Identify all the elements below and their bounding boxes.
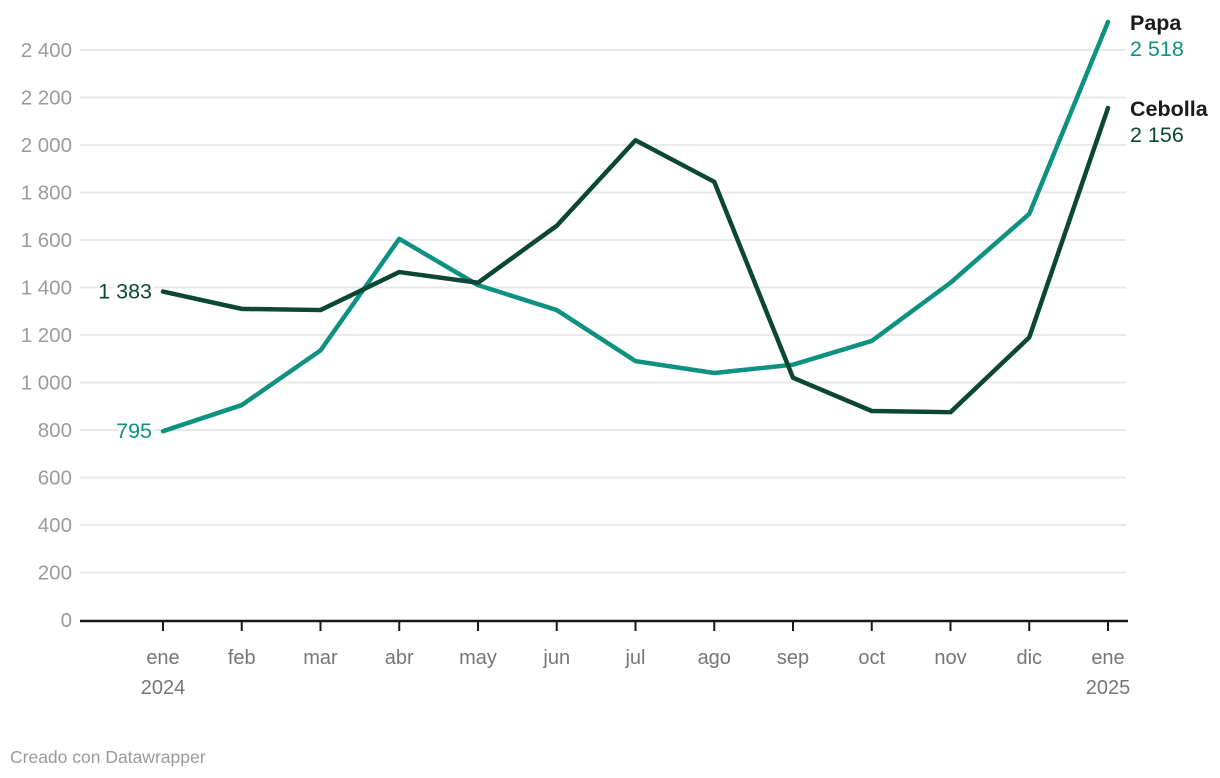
x-year-label: 2025 [1086, 677, 1131, 699]
y-tick-label: 2 000 [21, 134, 72, 157]
cebolla-end-value-label: 2 156 [1130, 123, 1184, 147]
x-tick-label: jul [624, 647, 645, 669]
papa-end-value-label: 2 518 [1130, 37, 1184, 61]
chart-footer: Creado con Datawrapper [10, 747, 1220, 767]
y-gridlines [80, 49, 1126, 574]
y-tick-label: 800 [38, 419, 72, 442]
line-chart: 0 200 400 600 800 1 000 1 200 1 400 1 600 1 800 2 … [21, 11, 1209, 699]
y-tick-label: 400 [38, 514, 72, 537]
cebolla-series-name-label: Cebolla [1130, 97, 1209, 121]
x-tick-label: ene [1091, 647, 1124, 669]
cebolla-start-value-label: 1 383 [98, 280, 152, 304]
y-tick-label: 1 400 [21, 277, 72, 300]
x-tick-label: ago [698, 647, 731, 669]
x-tick-label: mar [303, 647, 338, 669]
y-tick-label: 2 400 [21, 39, 72, 62]
x-tick-label: oct [858, 647, 885, 669]
x-tick-label: jun [542, 647, 570, 669]
x-tick-label: may [459, 647, 497, 669]
y-tick-label: 2 200 [21, 87, 72, 110]
y-tick-label: 1 000 [21, 372, 72, 395]
x-tick-label: ene [146, 647, 179, 669]
y-tick-label: 1 200 [21, 324, 72, 347]
papa-line [160, 19, 1111, 434]
papa-series-name-label: Papa [1130, 11, 1182, 35]
x-year-label: 2024 [141, 677, 186, 699]
y-tick-label: 1 600 [21, 229, 72, 252]
x-tick-label: dic [1016, 647, 1042, 669]
y-tick-label: 0 [61, 609, 72, 632]
y-tick-label: 600 [38, 467, 72, 490]
cebolla-line [160, 105, 1111, 415]
y-axis-labels: 0 200 400 600 800 1 000 1 200 1 400 1 600 1 800 2 … [21, 39, 72, 632]
x-tick-label: feb [228, 647, 256, 669]
x-axis-ticks [162, 622, 1109, 631]
y-tick-label: 1 800 [21, 182, 72, 205]
x-axis-labels: ene feb mar abr may jun jul ago sep oct nov dic ene 2… [141, 647, 1131, 699]
x-tick-label: abr [385, 647, 414, 669]
papa-start-value-label: 795 [116, 419, 152, 443]
x-tick-label: nov [934, 647, 966, 669]
datawrapper-credit-link[interactable]: Creado con Datawrapper [10, 747, 206, 767]
y-tick-label: 200 [38, 562, 72, 585]
x-tick-label: sep [777, 647, 809, 669]
